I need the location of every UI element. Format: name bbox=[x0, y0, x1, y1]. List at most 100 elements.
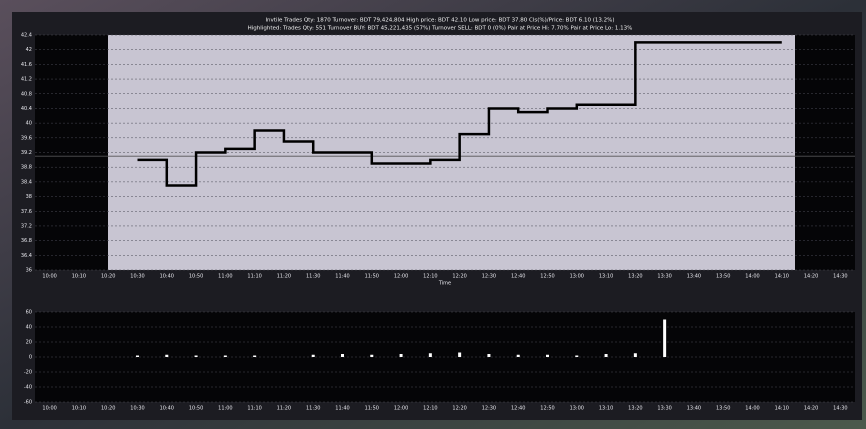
volume-bar bbox=[195, 356, 198, 358]
x-tick-label: 10:30 bbox=[130, 406, 144, 412]
y-tick-label: 42 bbox=[26, 47, 32, 53]
y-tick-label: 41.6 bbox=[21, 62, 32, 68]
y-tick-label: 37.6 bbox=[21, 209, 32, 215]
y-tick-label: 41.2 bbox=[21, 77, 32, 83]
x-tick-label: 12:40 bbox=[511, 406, 525, 412]
volume-bar bbox=[605, 354, 608, 357]
x-tick-label: 11:50 bbox=[365, 406, 379, 412]
x-tick-label: 13:00 bbox=[570, 406, 584, 412]
y-tick-label: 0 bbox=[29, 355, 32, 361]
volume-bar bbox=[136, 356, 139, 358]
x-tick-label: 11:30 bbox=[306, 406, 320, 412]
x-tick-label: 14:10 bbox=[775, 406, 789, 412]
page: Invtile Trades Qty: 1870 Turnover: BDT 7… bbox=[0, 0, 866, 429]
x-tick-label: 12:10 bbox=[423, 274, 437, 280]
y-tick-label: 39.6 bbox=[21, 135, 32, 141]
x-tick-label: 11:10 bbox=[247, 406, 261, 412]
x-tick-label: 11:10 bbox=[247, 274, 261, 280]
x-tick-label: 14:00 bbox=[745, 406, 759, 412]
x-tick-label: 14:30 bbox=[833, 274, 847, 280]
y-tick-label: 40.8 bbox=[21, 91, 32, 97]
volume-bar bbox=[400, 354, 403, 357]
screen: Invtile Trades Qty: 1870 Turnover: BDT 7… bbox=[0, 0, 866, 429]
x-tick-label: 12:00 bbox=[394, 274, 408, 280]
x-axis-label: Time bbox=[438, 281, 451, 287]
volume-bar bbox=[341, 354, 344, 357]
x-tick-label: 11:40 bbox=[335, 406, 349, 412]
volume-bar bbox=[370, 355, 373, 357]
x-tick-label: 11:30 bbox=[306, 274, 320, 280]
x-tick-label: 11:20 bbox=[277, 406, 291, 412]
x-tick-label: 12:20 bbox=[452, 406, 466, 412]
x-tick-label: 13:30 bbox=[657, 406, 671, 412]
x-tick-label: 10:10 bbox=[72, 274, 86, 280]
volume-bar bbox=[312, 355, 315, 357]
y-tick-label: -40 bbox=[24, 385, 32, 391]
x-tick-label: 12:40 bbox=[511, 274, 525, 280]
x-tick-label: 14:20 bbox=[804, 406, 818, 412]
volume-chart: -60 -40 -20 0 20 40 60 10:00 10:10 10:20 10:30 10:4… bbox=[24, 310, 855, 412]
y-tick-label: 39.2 bbox=[21, 150, 32, 156]
x-tick-label: 10:40 bbox=[160, 406, 174, 412]
x-tick-label: 10:00 bbox=[42, 274, 56, 280]
y-tick-label: 40.4 bbox=[21, 106, 32, 112]
x-tick-label: 12:00 bbox=[394, 406, 408, 412]
x-tick-label: 10:50 bbox=[189, 274, 203, 280]
y-tick-label: 60 bbox=[26, 310, 32, 316]
x-tick-label: 10:30 bbox=[130, 274, 144, 280]
x-tick-label: 11:50 bbox=[365, 274, 379, 280]
y-tick-label: 37.2 bbox=[21, 223, 32, 229]
y-tick-label: 40 bbox=[26, 325, 32, 331]
x-tick-label: 13:00 bbox=[570, 274, 584, 280]
x-tick-label: 13:40 bbox=[687, 406, 701, 412]
x-tick-label: 10:20 bbox=[101, 406, 115, 412]
x-tick-label: 12:20 bbox=[452, 274, 466, 280]
x-tick-label: 13:30 bbox=[657, 274, 671, 280]
x-tick-label: 11:40 bbox=[335, 274, 349, 280]
x-tick-label: 10:20 bbox=[101, 274, 115, 280]
x-tick-label: 12:50 bbox=[540, 406, 554, 412]
x-tick-label: 12:10 bbox=[423, 406, 437, 412]
x-tick-label: 13:20 bbox=[628, 406, 642, 412]
volume-bar bbox=[487, 354, 490, 357]
x-tick-label: 13:50 bbox=[716, 274, 730, 280]
x-tick-label: 10:00 bbox=[42, 406, 56, 412]
y-tick-label: -20 bbox=[24, 370, 32, 376]
volume-bar bbox=[663, 320, 666, 358]
volume-bar bbox=[458, 353, 461, 358]
x-tick-label: 10:10 bbox=[72, 406, 86, 412]
x-tick-label: 11:00 bbox=[218, 274, 232, 280]
x-tick-label: 13:50 bbox=[716, 406, 730, 412]
volume-bar bbox=[253, 356, 256, 358]
x-tick-label: 13:10 bbox=[599, 406, 613, 412]
volume-bar bbox=[634, 353, 637, 357]
price-chart: 3636.436.837.237.63838.438.839.239.64040… bbox=[21, 33, 855, 287]
y-tick-label: 40 bbox=[26, 121, 32, 127]
y-tick-label: 38.8 bbox=[21, 165, 32, 171]
volume-bar bbox=[546, 355, 549, 357]
volume-bar bbox=[224, 356, 227, 358]
x-tick-label: 10:50 bbox=[189, 406, 203, 412]
y-tick-label: 20 bbox=[26, 340, 32, 346]
x-tick-label: 13:40 bbox=[687, 274, 701, 280]
x-tick-label: 13:10 bbox=[599, 274, 613, 280]
y-tick-label: 42.4 bbox=[21, 33, 32, 39]
y-tick-label: 36.8 bbox=[21, 238, 32, 244]
volume-bar bbox=[517, 355, 520, 357]
x-tick-label: 11:20 bbox=[277, 274, 291, 280]
x-tick-label: 14:10 bbox=[775, 274, 789, 280]
volume-bar bbox=[429, 353, 432, 357]
x-tick-label: 11:00 bbox=[218, 406, 232, 412]
x-tick-label: 12:30 bbox=[482, 406, 496, 412]
x-tick-label: 14:00 bbox=[745, 274, 759, 280]
header-line: Invtile Trades Qty: 1870 Turnover: BDT 7… bbox=[265, 18, 614, 24]
y-tick-label: 36 bbox=[26, 268, 32, 274]
x-tick-label: 10:40 bbox=[160, 274, 174, 280]
x-tick-label: 12:50 bbox=[540, 274, 554, 280]
y-tick-label: -60 bbox=[24, 400, 32, 406]
x-tick-label: 12:30 bbox=[482, 274, 496, 280]
y-tick-label: 38 bbox=[26, 194, 32, 200]
y-tick-label: 38.4 bbox=[21, 179, 32, 185]
header-line: Highlighted: Trades Qty: 551 Turnover BU… bbox=[248, 26, 633, 32]
volume-bar bbox=[165, 355, 168, 357]
